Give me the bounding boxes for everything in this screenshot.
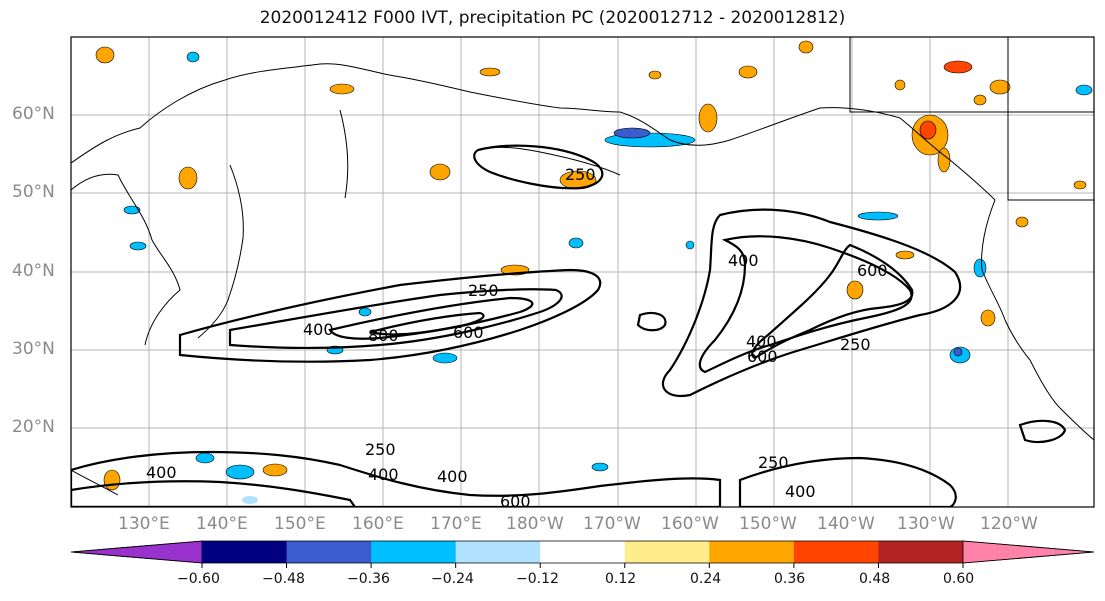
colorbar-tick-label: −0.48 [262,571,305,587]
contour-label: 400 [368,465,399,484]
colorbar-segment [371,541,457,563]
lon-label: 150°W [739,514,797,534]
contour-label: 400 [728,251,759,270]
lon-label: 140°E [196,514,248,534]
lon-label: 170°E [430,514,482,534]
contour-label: 800 [368,326,399,345]
ivt-contour-250-south [71,450,722,507]
lat-label: 60°N [12,104,55,124]
contour-label: 400 [746,332,777,351]
lon-label: 130°E [118,514,170,534]
colorbar-segment [878,541,964,563]
lon-label: 130°W [897,514,955,534]
map-frame [70,36,1095,508]
ivt-contour-small-southeast [1018,419,1067,444]
contour-label: 600 [857,261,888,280]
colorbar-tick-label: 0.12 [605,571,637,587]
lon-label: 160°E [352,514,404,534]
coastlines [71,37,1094,496]
lon-label: 150°E [274,514,326,534]
contour-label: 400 [437,467,468,486]
lon-label: 170°W [583,514,641,534]
contour-label: 600 [500,492,531,511]
contour-label: 600 [453,323,484,342]
colorbar-segment [709,541,795,563]
ivt-contours [71,144,1067,507]
colorbar-tick-label: −0.60 [177,571,220,587]
ivt-contour-400-south [71,480,357,507]
precipitation-patches [95,40,1093,504]
colorbar-extend-low [70,540,203,564]
contour-label: 250 [840,335,871,354]
colorbar-tick-label: −0.24 [431,571,474,587]
map-title: 2020012412 F000 IVT, precipitation PC (2… [259,8,846,28]
ivt-contour-small-east [636,311,667,332]
contour-labels: 250 400 600 800 400 600 400 600 250 250 … [146,165,888,511]
ivt-contour-250-southeast [738,456,957,507]
lon-label: 160°W [661,514,719,534]
ivt-contour-kamchatka [473,144,604,190]
contour-label: 400 [146,463,177,482]
colorbar-tick-label: −0.36 [347,571,390,587]
contour-label: 250 [468,281,499,300]
ivt-contour-800-west [369,311,485,336]
colorbar-tick-label: 0.36 [774,571,806,587]
colorbar-tick-label: 0.24 [690,571,722,587]
lat-label: 20°N [12,417,55,437]
colorbar-segment [793,541,879,563]
lat-label: 50°N [12,182,55,202]
contour-label: 600 [747,347,778,366]
ivt-contour-250-west [178,268,602,363]
colorbar [70,540,1095,568]
contour-label: 400 [303,320,334,339]
contour-label: 250 [565,165,596,184]
ivt-contour-250-east [661,208,962,398]
lat-label: 40°N [12,261,55,281]
lon-label: 180°W [506,514,564,534]
gridlines [71,37,1094,507]
contour-label: 400 [785,482,816,501]
lon-label: 120°W [980,514,1038,534]
ivt-contour-600-east [751,243,914,360]
colorbar-segment [624,541,710,563]
lon-label: 140°W [817,514,875,534]
contour-label: 250 [758,453,789,472]
colorbar-segment [540,541,626,563]
colorbar-segment [202,541,288,563]
colorbar-segment [286,541,372,563]
ivt-contour-600-west [328,296,534,340]
colorbar-tick-label: 0.48 [859,571,891,587]
ivt-contour-400-west [228,288,563,350]
lat-label: 30°N [12,339,55,359]
contour-label: 250 [365,440,396,459]
colorbar-tick-label: −0.12 [516,571,559,587]
colorbar-segment [455,541,541,563]
colorbar-extend-high [962,540,1095,564]
colorbar-tick-label: 0.60 [943,571,975,587]
